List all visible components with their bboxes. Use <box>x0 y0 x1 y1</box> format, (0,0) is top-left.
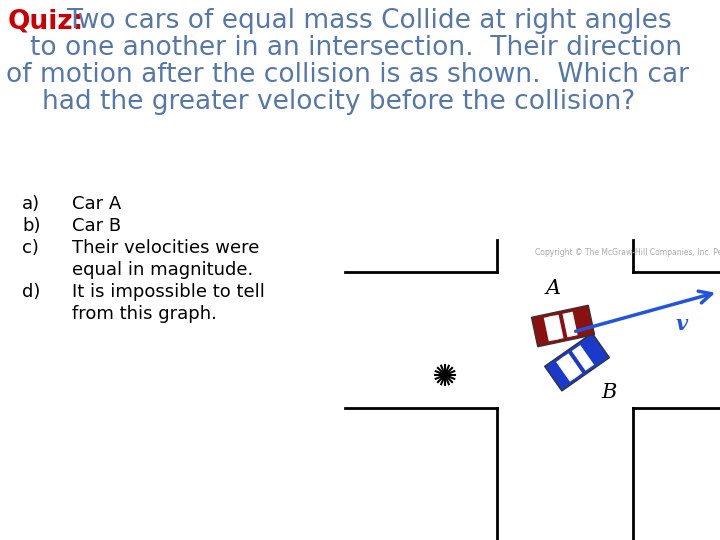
Polygon shape <box>544 333 609 391</box>
Text: Car A: Car A <box>72 195 121 213</box>
Text: of motion after the collision is as shown.  Which car: of motion after the collision is as show… <box>6 62 689 88</box>
Polygon shape <box>549 315 564 340</box>
Polygon shape <box>560 353 582 379</box>
Polygon shape <box>562 312 577 338</box>
Text: Car B: Car B <box>72 217 121 235</box>
Text: c): c) <box>22 239 39 257</box>
Text: d): d) <box>22 283 40 301</box>
Text: It is impossible to tell
from this graph.: It is impossible to tell from this graph… <box>72 283 265 323</box>
Text: v: v <box>675 314 688 334</box>
Polygon shape <box>531 305 595 347</box>
Text: a): a) <box>22 195 40 213</box>
Text: Two cars of equal mass Collide at right angles: Two cars of equal mass Collide at right … <box>66 8 672 34</box>
Text: to one another in an intersection.  Their direction: to one another in an intersection. Their… <box>30 35 682 61</box>
Polygon shape <box>572 345 594 370</box>
Bar <box>497 272 633 408</box>
Text: had the greater velocity before the collision?: had the greater velocity before the coll… <box>42 89 635 115</box>
Polygon shape <box>556 356 578 382</box>
Text: A: A <box>546 279 561 298</box>
Text: Copyright © The McGraw-Hill Companies, Inc. Permission required for reproduction: Copyright © The McGraw-Hill Companies, I… <box>535 248 720 257</box>
Text: B: B <box>601 382 617 402</box>
Text: Quiz:: Quiz: <box>8 8 84 34</box>
Polygon shape <box>544 316 559 341</box>
Text: Their velocities were
equal in magnitude.: Their velocities were equal in magnitude… <box>72 239 259 279</box>
Text: b): b) <box>22 217 40 235</box>
